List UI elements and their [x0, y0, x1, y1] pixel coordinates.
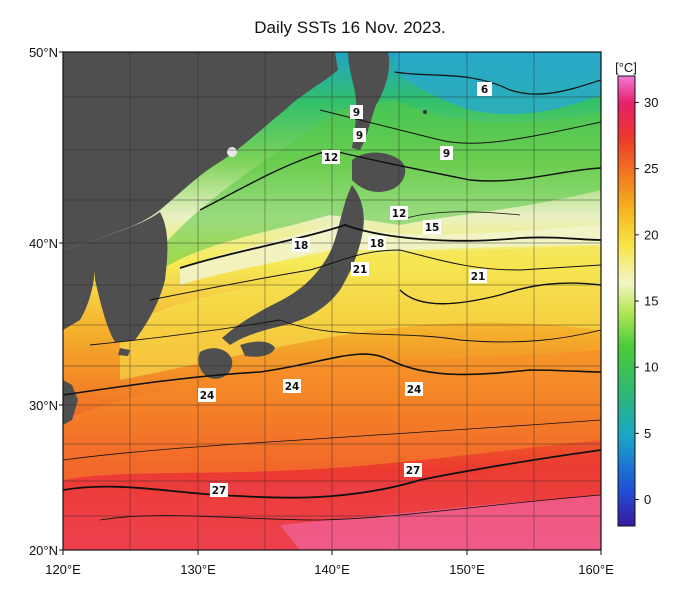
- colorbar-tick-label: 5: [644, 426, 651, 441]
- contour-label: 24: [405, 382, 423, 396]
- longitude-axis: 120°E 130°E 140°E 150°E 160°E: [45, 550, 614, 577]
- svg-text:15: 15: [425, 222, 440, 234]
- svg-text:24: 24: [285, 381, 300, 393]
- colorbar-tick-label: 30: [644, 95, 658, 110]
- colorbar-tick-label: 10: [644, 360, 658, 375]
- contour-label: 12: [322, 150, 340, 164]
- svg-text:24: 24: [407, 384, 422, 396]
- contour-label: 9: [353, 128, 366, 142]
- contour-label: 21: [469, 269, 487, 283]
- contour-label: 27: [210, 483, 228, 497]
- sea-surface: [63, 52, 601, 550]
- lat-tick: 50°N: [29, 45, 58, 60]
- land: [63, 52, 406, 425]
- contour-label: 24: [283, 379, 301, 393]
- lon-tick: 160°E: [578, 562, 614, 577]
- contour-label: 21: [351, 262, 369, 276]
- lon-tick: 120°E: [45, 562, 81, 577]
- map-title: Daily SSTs 16 Nov. 2023.: [254, 18, 446, 37]
- svg-text:27: 27: [212, 485, 227, 497]
- lon-tick: 140°E: [314, 562, 350, 577]
- lat-tick: 40°N: [29, 236, 58, 251]
- lon-tick: 150°E: [449, 562, 485, 577]
- colorbar-unit: [°C]: [615, 60, 637, 75]
- contour-label: 18: [292, 238, 310, 252]
- svg-text:12: 12: [324, 152, 339, 164]
- contour-label: 24: [198, 388, 216, 402]
- graticule: [63, 52, 601, 550]
- colorbar: [°C] 30 25 20 15 10 5 0: [615, 60, 658, 527]
- svg-text:9: 9: [443, 148, 450, 160]
- colorbar-tick-label: 0: [644, 492, 651, 507]
- svg-text:21: 21: [471, 271, 486, 283]
- svg-text:12: 12: [392, 208, 407, 220]
- lon-tick: 130°E: [180, 562, 216, 577]
- contour-label: 9: [350, 105, 363, 119]
- svg-text:27: 27: [406, 465, 421, 477]
- isotherm-contours: [63, 71, 601, 521]
- lat-tick: 30°N: [29, 398, 58, 413]
- svg-text:9: 9: [353, 107, 360, 119]
- latitude-axis: 50°N 40°N 30°N 20°N: [29, 45, 63, 558]
- contour-label: 9: [440, 146, 453, 160]
- colorbar-tick-label: 25: [644, 161, 658, 176]
- colorbar-tick-label: 15: [644, 294, 658, 309]
- svg-text:21: 21: [353, 264, 368, 276]
- colorbar-tick-label: 20: [644, 227, 658, 242]
- svg-text:9: 9: [356, 130, 363, 142]
- contour-label: 15: [423, 220, 441, 234]
- svg-text:24: 24: [200, 390, 215, 402]
- svg-text:18: 18: [294, 240, 309, 252]
- lat-tick: 20°N: [29, 543, 58, 558]
- contour-label: 6: [477, 82, 492, 96]
- contour-labels: 6 9 9 9 12 12 15 18 18 21 21 24 24 24 27…: [198, 82, 492, 497]
- contour-label: 12: [390, 206, 408, 220]
- svg-text:18: 18: [370, 238, 385, 250]
- contour-label: 27: [404, 463, 422, 477]
- svg-text:6: 6: [481, 84, 488, 96]
- contour-label: 18: [368, 236, 386, 250]
